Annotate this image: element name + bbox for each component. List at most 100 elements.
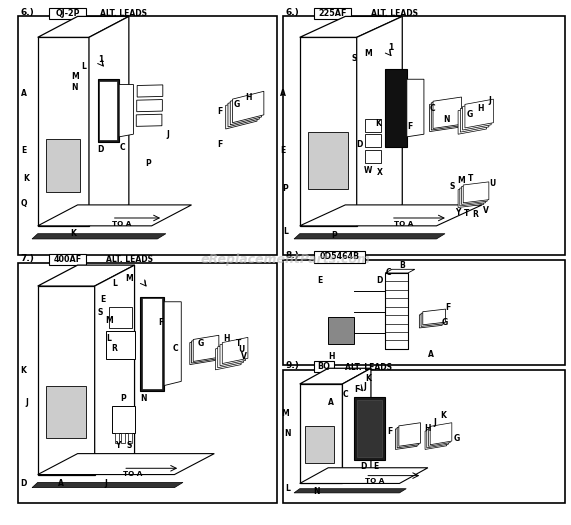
- Polygon shape: [419, 312, 442, 328]
- Circle shape: [356, 331, 361, 335]
- Text: V: V: [241, 352, 247, 361]
- Polygon shape: [300, 468, 428, 484]
- Text: 9.): 9.): [286, 361, 299, 370]
- Text: 1: 1: [98, 55, 103, 64]
- Polygon shape: [300, 205, 482, 226]
- Text: L: L: [81, 61, 86, 71]
- Text: P: P: [120, 394, 126, 403]
- Bar: [18, 16, 277, 255]
- Polygon shape: [308, 132, 348, 189]
- Text: H: H: [477, 103, 484, 112]
- Polygon shape: [423, 309, 445, 325]
- Text: TO A: TO A: [123, 471, 143, 477]
- Polygon shape: [465, 99, 493, 128]
- Text: Y: Y: [115, 442, 120, 450]
- Text: K: K: [71, 229, 77, 238]
- Polygon shape: [122, 433, 126, 443]
- Polygon shape: [399, 423, 420, 446]
- Polygon shape: [428, 424, 450, 446]
- Polygon shape: [38, 205, 191, 226]
- Bar: [314, 251, 365, 262]
- Polygon shape: [458, 186, 484, 207]
- Text: F: F: [387, 427, 392, 436]
- Polygon shape: [429, 100, 458, 132]
- Polygon shape: [460, 103, 489, 132]
- Text: K: K: [21, 366, 26, 375]
- Polygon shape: [397, 424, 419, 448]
- Polygon shape: [357, 16, 403, 226]
- Polygon shape: [226, 98, 257, 129]
- Text: 8.): 8.): [286, 251, 299, 260]
- Text: D: D: [376, 276, 383, 285]
- Text: N: N: [284, 429, 291, 438]
- Text: ALT. LEADS: ALT. LEADS: [371, 9, 418, 18]
- Text: 6.): 6.): [21, 8, 34, 17]
- Text: G: G: [453, 435, 460, 444]
- Text: G: G: [467, 110, 473, 119]
- Bar: [314, 361, 334, 372]
- Text: D: D: [21, 479, 27, 488]
- Text: L: L: [283, 227, 288, 236]
- Text: U: U: [489, 180, 496, 188]
- Text: M: M: [71, 72, 79, 81]
- Text: Y: Y: [456, 208, 461, 217]
- Polygon shape: [119, 85, 134, 137]
- Text: K: K: [23, 174, 29, 183]
- Text: T: T: [468, 174, 473, 183]
- Text: V: V: [482, 206, 488, 215]
- Text: M: M: [105, 316, 113, 324]
- Text: 400AF: 400AF: [54, 255, 82, 264]
- Polygon shape: [357, 400, 382, 457]
- Polygon shape: [191, 337, 217, 363]
- Text: C: C: [119, 143, 125, 152]
- Text: C: C: [385, 268, 391, 278]
- Polygon shape: [46, 385, 86, 438]
- Text: D: D: [360, 461, 367, 471]
- Polygon shape: [425, 427, 447, 449]
- Text: A: A: [328, 398, 334, 407]
- Text: R: R: [472, 211, 478, 219]
- Text: N: N: [313, 487, 320, 496]
- Text: M: M: [125, 274, 132, 282]
- Polygon shape: [328, 318, 354, 344]
- Bar: [18, 262, 277, 503]
- Text: J: J: [166, 130, 169, 139]
- Text: ALT. LEADS: ALT. LEADS: [106, 255, 153, 265]
- Polygon shape: [89, 16, 129, 226]
- Circle shape: [386, 99, 406, 118]
- Text: L: L: [285, 484, 289, 493]
- Polygon shape: [427, 426, 448, 448]
- Text: S: S: [98, 308, 103, 317]
- Text: S: S: [126, 442, 131, 450]
- Text: 0D5464B: 0D5464B: [320, 252, 360, 261]
- Text: ALT. LEADS: ALT. LEADS: [345, 363, 392, 372]
- Text: E: E: [21, 146, 26, 155]
- Text: F: F: [407, 122, 412, 131]
- Bar: [283, 16, 565, 255]
- Text: E: E: [317, 276, 322, 285]
- Polygon shape: [228, 96, 259, 127]
- Polygon shape: [32, 482, 183, 488]
- Bar: [283, 370, 565, 503]
- Text: F: F: [218, 140, 223, 149]
- Polygon shape: [385, 269, 415, 273]
- Text: J: J: [488, 96, 491, 104]
- Polygon shape: [106, 331, 135, 360]
- Text: D: D: [97, 145, 103, 154]
- Polygon shape: [365, 134, 381, 148]
- Text: TO A: TO A: [365, 478, 385, 485]
- Polygon shape: [385, 69, 407, 148]
- Polygon shape: [365, 119, 381, 132]
- Polygon shape: [128, 433, 132, 443]
- Polygon shape: [354, 397, 385, 460]
- Text: J: J: [434, 418, 437, 427]
- Polygon shape: [38, 454, 214, 475]
- Text: C: C: [173, 344, 178, 353]
- Text: C: C: [429, 103, 435, 112]
- Text: N: N: [140, 394, 146, 403]
- Text: E: E: [373, 461, 379, 471]
- Polygon shape: [463, 182, 489, 203]
- Text: A: A: [428, 350, 434, 359]
- Polygon shape: [421, 311, 444, 327]
- Text: H: H: [224, 334, 230, 343]
